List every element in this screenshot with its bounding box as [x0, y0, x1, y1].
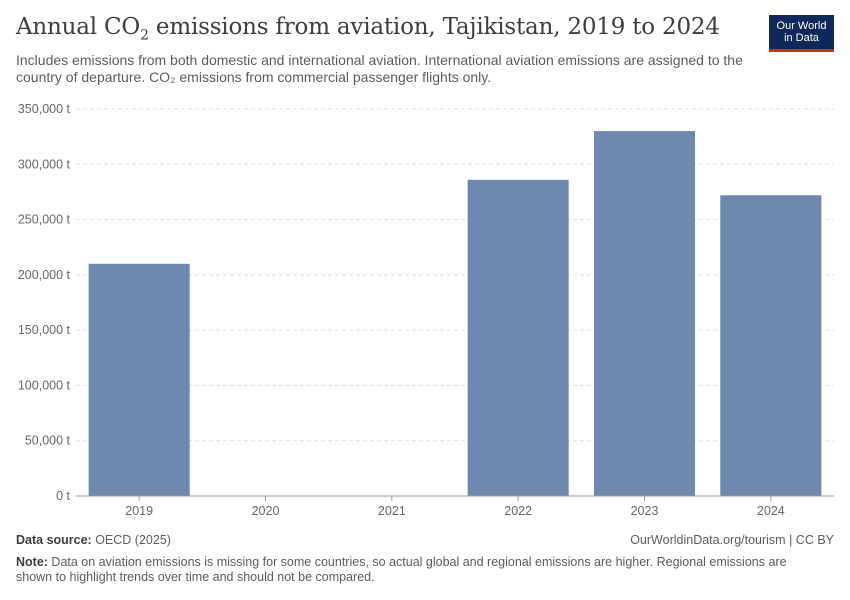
owid-logo[interactable]: Our World in Data: [769, 15, 834, 52]
grid-lines: [76, 108, 834, 442]
y-axis-labels: 0 t 50,000 t 100,000 t 150,000 t 200,000 t 25…: [18, 102, 71, 503]
y-tick-label: 250,000 t: [18, 213, 71, 227]
bar-2019[interactable]: [88, 263, 190, 496]
y-tick-label: 50,000 t: [25, 434, 71, 448]
chart-subtitle: Includes emissions from both domestic an…: [16, 52, 743, 85]
bar-2023[interactable]: [593, 131, 696, 496]
y-tick-label: 300,000 t: [18, 157, 71, 171]
note-label: Note:: [16, 555, 48, 569]
data-source: Data source: OECD (2025): [16, 533, 171, 547]
chart-note: Note: Data on aviation emissions is miss…: [16, 555, 816, 585]
logo-line-2: in Data: [784, 32, 819, 44]
x-tick-label: 2022: [504, 504, 532, 518]
x-tick-label: 2019: [125, 504, 153, 518]
x-tick-label: 2021: [378, 504, 406, 518]
title-suffix: emissions from aviation, Tajikistan, 201…: [148, 14, 720, 40]
x-axis: 2019 2020 2021 2022 2023 2024: [76, 495, 834, 518]
x-tick-label: 2023: [631, 504, 659, 518]
title-subscript: 2: [140, 27, 149, 44]
y-tick-label: 100,000 t: [18, 378, 71, 392]
license-link[interactable]: OurWorldinData.org/tourism | CC BY: [630, 533, 834, 547]
x-tick-label: 2020: [252, 504, 280, 518]
bars: [88, 131, 822, 496]
chart-title: Annual CO2 emissions from aviation, Taji…: [16, 14, 736, 44]
note-value: Data on aviation emissions is missing fo…: [16, 555, 787, 584]
y-tick-label: 350,000 t: [18, 102, 71, 116]
bar-2022[interactable]: [467, 179, 569, 496]
y-tick-label: 150,000 t: [18, 323, 71, 337]
source-label: Data source:: [16, 533, 92, 547]
bar-chart: 0 t 50,000 t 100,000 t 150,000 t 200,000 t 25…: [18, 102, 834, 518]
y-tick-label: 0 t: [56, 489, 70, 503]
y-tick-label: 200,000 t: [18, 268, 71, 282]
logo-line-1: Our World: [776, 20, 827, 32]
title-prefix: Annual CO: [16, 14, 141, 40]
x-tick-label: 2024: [757, 504, 785, 518]
bar-2024[interactable]: [720, 195, 822, 496]
source-value[interactable]: OECD (2025): [91, 533, 171, 547]
